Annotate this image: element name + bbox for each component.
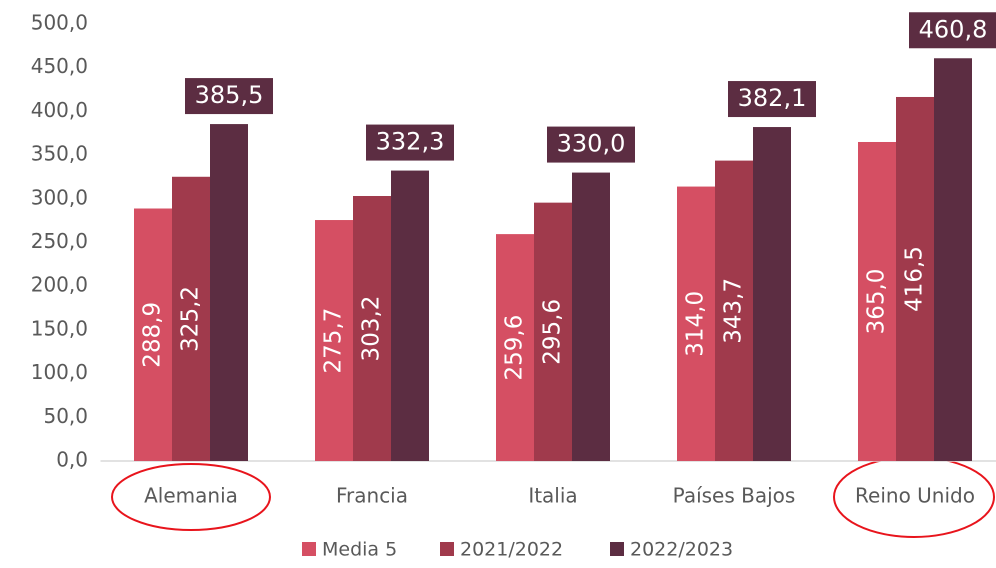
data-label: 343,7 (721, 278, 747, 344)
data-label: 460,8 (919, 15, 988, 43)
data-label: 295,6 (540, 299, 566, 365)
legend-swatch (302, 542, 316, 556)
legend-label: Media 5 (322, 539, 397, 561)
y-tick-label: 450,0 (31, 54, 88, 78)
bar (715, 160, 753, 461)
y-tick-label: 150,0 (31, 316, 88, 340)
y-tick-label: 250,0 (31, 229, 88, 253)
data-label: 385,5 (195, 81, 264, 109)
data-label-box (909, 12, 996, 49)
data-label-box (547, 126, 635, 163)
data-label: 275,7 (321, 308, 347, 374)
bar (391, 170, 429, 461)
data-label: 332,3 (376, 128, 445, 156)
bar (934, 58, 972, 461)
x-tick-label: Reino Unido (855, 484, 975, 508)
y-tick-label: 500,0 (31, 11, 88, 35)
data-label: 288,9 (140, 302, 166, 368)
bar (572, 172, 610, 461)
bar (534, 202, 572, 461)
bar (172, 176, 210, 461)
legend-swatch (440, 542, 454, 556)
data-label: 416,5 (902, 246, 928, 312)
y-tick-label: 100,0 (31, 360, 88, 384)
y-tick-label: 400,0 (31, 98, 88, 122)
data-label: 330,0 (557, 130, 626, 158)
bar (210, 124, 248, 461)
bar (496, 234, 534, 461)
y-tick-label: 200,0 (31, 273, 88, 297)
y-tick-label: 0,0 (56, 448, 88, 472)
data-label-box (728, 81, 816, 118)
bar (858, 141, 896, 462)
data-label: 314,0 (683, 291, 709, 357)
x-tick-label: Países Bajos (673, 484, 796, 508)
bar (677, 186, 715, 461)
highlight-ellipse (111, 463, 271, 531)
legend-swatch (610, 542, 624, 556)
data-label: 382,1 (738, 84, 807, 112)
legend-label: 2021/2022 (460, 539, 563, 561)
legend-label: 2022/2023 (630, 539, 733, 561)
y-tick-label: 300,0 (31, 185, 88, 209)
x-tick-label: Alemania (144, 484, 238, 508)
bar (315, 220, 353, 461)
data-label-box (366, 124, 454, 161)
bar (753, 127, 791, 461)
x-tick-label: Francia (336, 484, 408, 508)
bar (134, 208, 172, 461)
x-tick-label: Italia (528, 484, 577, 508)
bar (896, 96, 934, 461)
bar (353, 196, 391, 461)
data-label: 365,0 (864, 269, 890, 335)
data-label-box (185, 78, 273, 115)
y-tick-label: 350,0 (31, 142, 88, 166)
y-tick-label: 50,0 (43, 404, 88, 428)
data-label: 325,2 (178, 286, 204, 352)
data-label: 303,2 (359, 296, 385, 362)
data-label: 259,6 (502, 315, 528, 381)
